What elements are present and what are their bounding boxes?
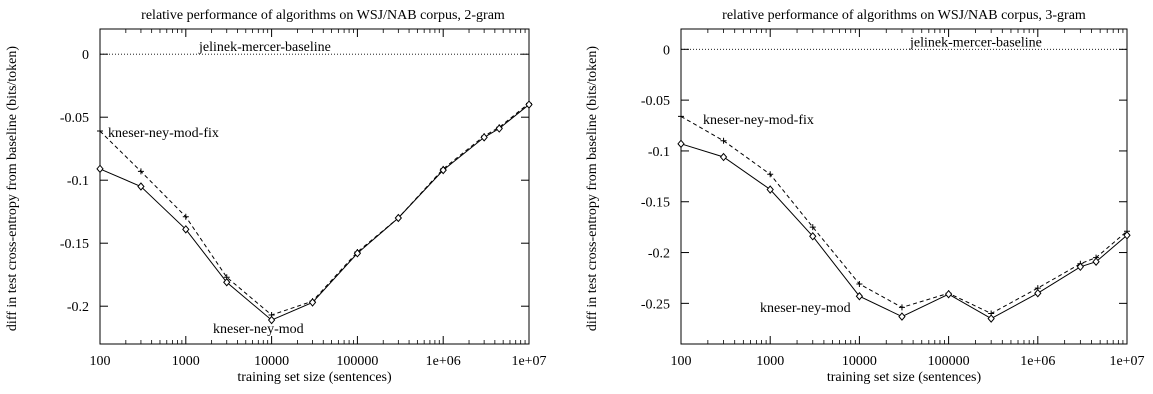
y-axis-label: diff in test cross-entropy from baseline… xyxy=(585,46,600,331)
y-tick-label: -0.05 xyxy=(641,94,670,109)
data-point-kneser-ney-mod xyxy=(182,225,190,234)
y-tick-label: -0.25 xyxy=(641,297,670,312)
data-point-kneser-ney-mod-fix xyxy=(182,213,189,220)
y-axis-label: diff in test cross-entropy from baseline… xyxy=(5,46,20,331)
data-point-kneser-ney-mod xyxy=(944,289,953,299)
x-tick-label: 1e+07 xyxy=(511,354,546,369)
data-point-kneser-ney-mod xyxy=(308,298,317,307)
y-tick-label: -0.2 xyxy=(648,247,670,262)
y-tick-label: -0.1 xyxy=(648,145,670,160)
x-tick-label: 1000 xyxy=(172,354,200,369)
data-point-kneser-ney-mod xyxy=(1034,288,1042,298)
data-point-kneser-ney-mod-fix xyxy=(678,113,684,120)
data-point-kneser-ney-mod-fix xyxy=(898,304,905,311)
series-label: kneser-ney-mod-fix xyxy=(703,113,814,128)
chart-panel-1: relative performance of algorithms on WS… xyxy=(5,8,547,385)
y-tick-label: -0.15 xyxy=(641,196,670,211)
data-point-kneser-ney-mod-fix xyxy=(856,281,863,288)
series-label: kneser-ney-mod xyxy=(213,322,304,337)
data-point-kneser-ney-mod xyxy=(525,100,533,109)
x-tick-label: 100 xyxy=(671,354,692,369)
y-tick-label: 0 xyxy=(663,43,670,58)
x-axis-label: training set size (sentences) xyxy=(237,370,392,385)
data-point-kneser-ney-mod xyxy=(267,315,276,325)
x-tick-label: 10000 xyxy=(254,354,289,369)
data-point-kneser-ney-mod xyxy=(987,314,995,323)
x-tick-label: 100000 xyxy=(336,354,378,369)
series-line-kneser-ney-mod-fix xyxy=(99,102,530,316)
chart-title: relative performance of algorithms on WS… xyxy=(722,8,1086,23)
chart-panel-2: relative performance of algorithms on WS… xyxy=(585,8,1145,385)
data-point-kneser-ney-mod-fix xyxy=(97,128,103,135)
data-point-kneser-ney-mod xyxy=(898,312,906,321)
x-tick-label: 1e+06 xyxy=(1020,354,1055,369)
series-line-kneser-ney-mod xyxy=(99,104,530,321)
data-point-kneser-ney-mod-fix xyxy=(720,137,727,144)
data-point-kneser-ney-mod xyxy=(223,277,231,287)
x-tick-label: 1e+06 xyxy=(426,354,461,369)
data-point-kneser-ney-mod xyxy=(394,213,402,223)
y-tick-label: -0.1 xyxy=(67,174,89,189)
x-tick-label: 100000 xyxy=(928,354,970,369)
baseline-label: jelinek-mercer-baseline xyxy=(909,35,1042,50)
y-tick-label: -0.05 xyxy=(60,111,89,126)
series-line-kneser-ney-mod xyxy=(680,143,1128,320)
x-tick-label: 1000 xyxy=(756,354,784,369)
baseline-label: jelinek-mercer-baseline xyxy=(198,40,331,55)
data-point-kneser-ney-mod xyxy=(766,185,774,194)
data-point-kneser-ney-mod-fix xyxy=(767,171,774,178)
data-point-kneser-ney-mod xyxy=(855,291,864,301)
data-point-kneser-ney-mod xyxy=(677,139,685,149)
data-point-kneser-ney-mod xyxy=(480,133,488,142)
data-point-kneser-ney-mod-fix xyxy=(809,224,816,231)
data-point-kneser-ney-mod xyxy=(137,182,145,191)
x-tick-label: 10000 xyxy=(842,354,877,369)
data-point-kneser-ney-mod xyxy=(719,152,728,162)
y-tick-label: -0.15 xyxy=(60,237,89,252)
data-point-kneser-ney-mod xyxy=(96,164,104,174)
data-point-kneser-ney-mod-fix xyxy=(137,168,144,175)
plot-frame xyxy=(680,28,1128,345)
data-point-kneser-ney-mod xyxy=(1123,231,1131,240)
data-point-kneser-ney-mod xyxy=(353,249,362,258)
data-point-kneser-ney-mod xyxy=(809,232,817,241)
data-point-kneser-ney-mod xyxy=(439,165,447,175)
x-axis-label: training set size (sentences) xyxy=(827,370,982,385)
chart-title: relative performance of algorithms on WS… xyxy=(141,8,505,23)
data-point-kneser-ney-mod xyxy=(495,124,503,133)
data-point-kneser-ney-mod xyxy=(1092,257,1100,266)
x-tick-label: 100 xyxy=(90,354,111,369)
plot-frame xyxy=(99,28,530,345)
series-line-kneser-ney-mod-fix xyxy=(680,115,1128,315)
series-label: kneser-ney-mod-fix xyxy=(108,126,219,141)
series-label: kneser-ney-mod xyxy=(760,301,851,316)
data-point-kneser-ney-mod xyxy=(1076,262,1085,272)
x-tick-label: 1e+07 xyxy=(1109,354,1144,369)
y-tick-label: -0.2 xyxy=(67,300,89,315)
y-tick-label: 0 xyxy=(82,48,89,63)
